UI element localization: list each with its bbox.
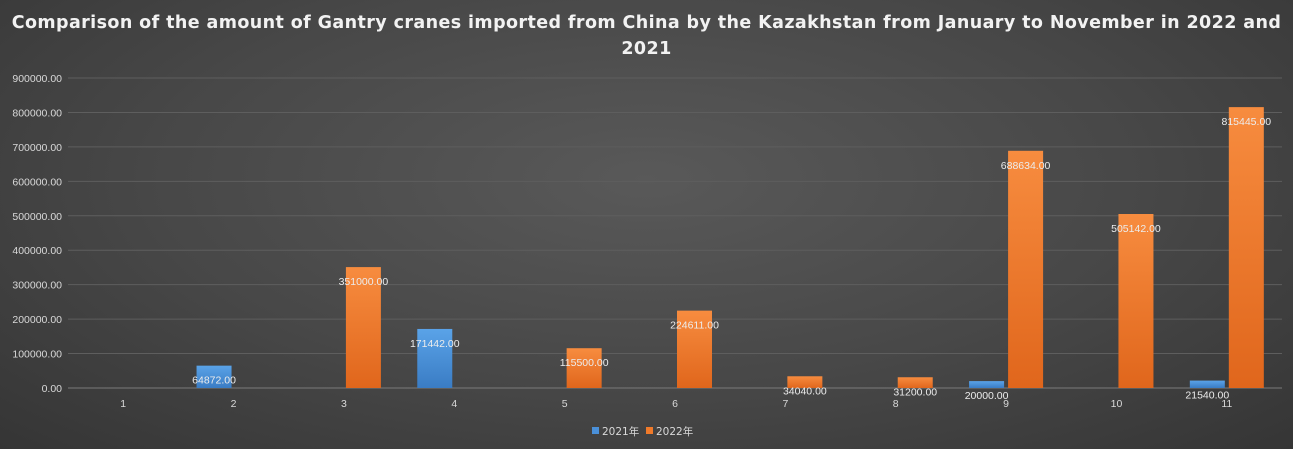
bar-series-2022	[677, 310, 712, 388]
bar-series-2022	[787, 376, 823, 388]
legend-swatch	[592, 427, 599, 434]
data-label: 115500.00	[560, 357, 609, 369]
legend-label: 2022年	[656, 425, 693, 438]
data-label: 505142.00	[1111, 223, 1161, 235]
bar-series-2022	[1008, 150, 1044, 388]
data-label: 64872.00	[192, 375, 236, 387]
gridlines	[68, 77, 1282, 389]
data-label: 34040.00	[783, 385, 827, 397]
bar-series-2022	[897, 377, 933, 388]
data-label: 20000.00	[965, 390, 1009, 402]
y-tick-label: 500000.00	[12, 211, 62, 223]
legend-label: 2021年	[602, 425, 639, 438]
y-tick-label: 700000.00	[12, 142, 62, 154]
x-axis-ticks: 1 2 3 4 5 6 7 8 9 10 11	[120, 398, 1232, 410]
data-label: 688634.00	[1001, 160, 1051, 172]
y-tick-label: 800000.00	[12, 107, 62, 119]
data-label: 351000.00	[339, 276, 389, 288]
x-tick-label: 3	[341, 398, 347, 410]
data-label: 171442.00	[410, 338, 460, 350]
y-tick-label: 300000.00	[12, 280, 62, 292]
bars	[196, 107, 1264, 388]
x-tick-label: 9	[1003, 398, 1009, 410]
y-tick-label: 900000.00	[12, 73, 62, 85]
y-tick-label: 200000.00	[12, 314, 62, 326]
x-tick-label: 11	[1221, 398, 1232, 410]
y-tick-label: 400000.00	[12, 245, 62, 257]
x-tick-label: 6	[672, 398, 678, 410]
y-tick-label: 100000.00	[12, 349, 62, 361]
bar-series-2021	[969, 381, 1005, 388]
data-labels: 64872.00 171442.00 20000.00 21540.00 351000.…	[192, 116, 1271, 402]
bar-series-2022	[1228, 107, 1264, 388]
bar-series-2022	[566, 348, 602, 388]
data-label: 21540.00	[1185, 390, 1229, 402]
chart-title: Comparison of the amount of Gantry crane…	[11, 13, 1282, 59]
y-tick-label: 600000.00	[12, 176, 62, 188]
data-label: 815445.00	[1221, 116, 1271, 128]
x-tick-label: 10	[1111, 398, 1123, 410]
x-tick-label: 7	[782, 398, 788, 410]
x-tick-label: 2	[231, 398, 237, 410]
bar-series-2021	[196, 365, 232, 388]
y-tick-label: 0.00	[42, 383, 63, 395]
bar-series-2022	[345, 267, 381, 388]
x-tick-label: 4	[451, 398, 457, 410]
x-tick-label: 1	[120, 398, 126, 410]
bar-series-2022	[1118, 214, 1154, 388]
legend-swatch	[646, 427, 653, 434]
data-label: 31200.00	[893, 386, 937, 398]
bar-series-2021	[417, 328, 453, 388]
x-tick-label: 8	[893, 398, 899, 410]
legend: 2021年 2022年	[592, 425, 693, 438]
x-tick-label: 5	[562, 398, 568, 410]
y-axis-ticks: 0.00 100000.00 200000.00 300000.00 400000.00…	[12, 73, 62, 395]
data-label: 224611.00	[670, 320, 719, 332]
bar-series-2021	[1189, 380, 1225, 388]
